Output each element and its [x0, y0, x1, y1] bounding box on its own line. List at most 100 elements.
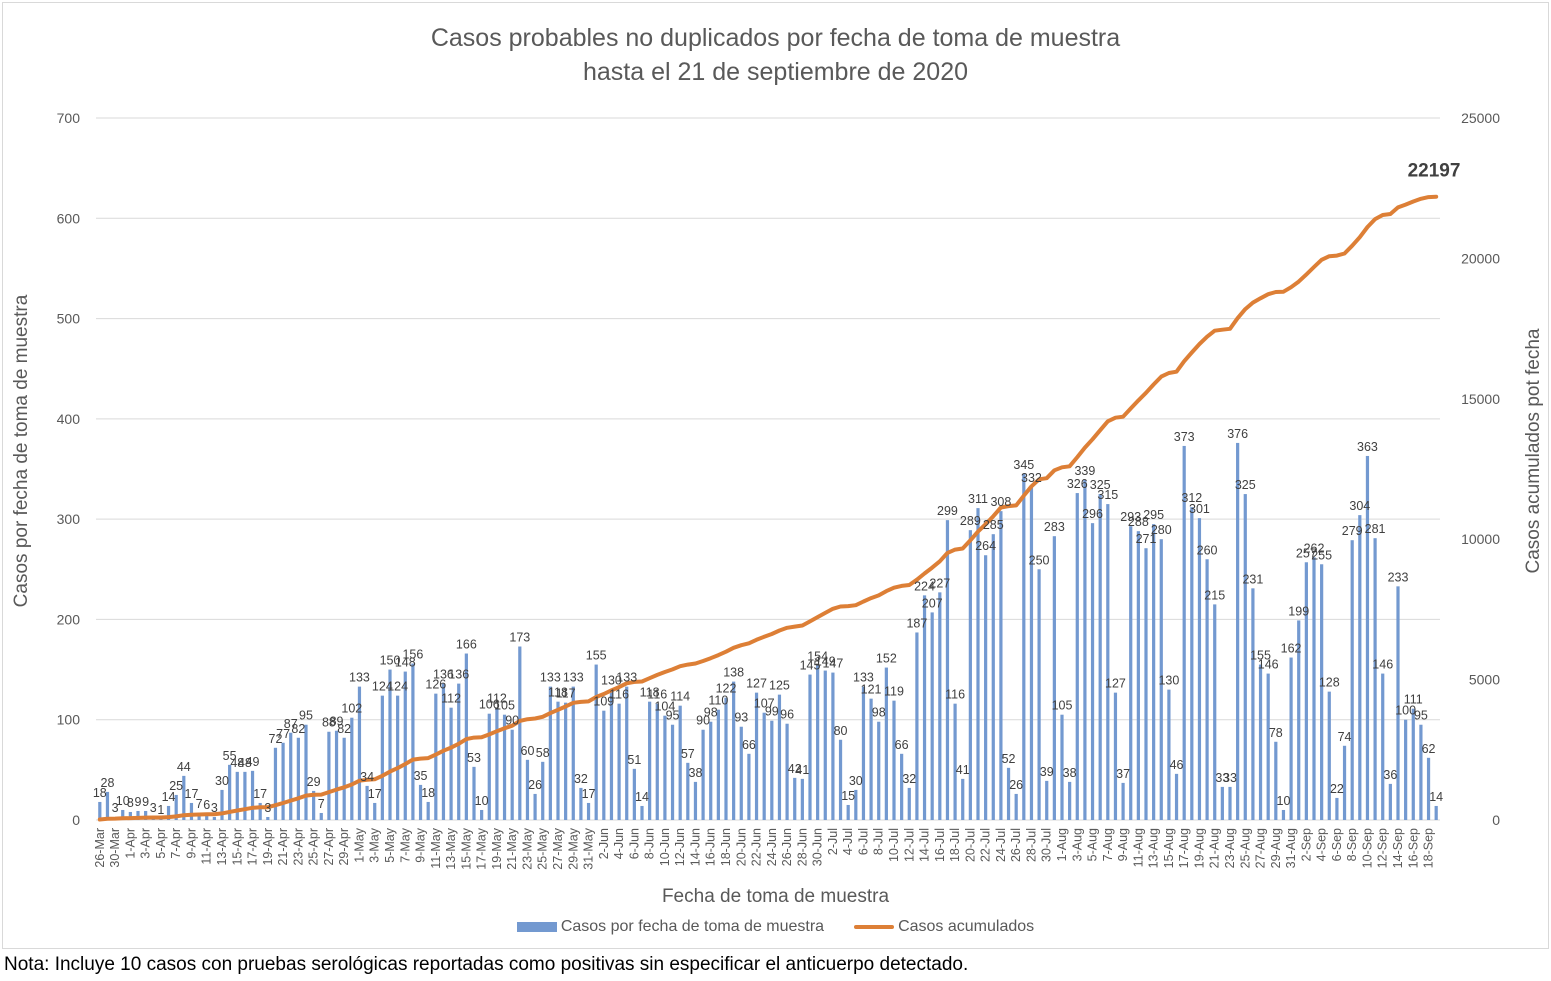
bar: [1327, 691, 1331, 820]
bar: [777, 694, 782, 820]
bar-data-label: 34: [360, 770, 374, 784]
bar-data-label: 17: [253, 787, 267, 801]
bar-data-label: 33: [1223, 771, 1237, 785]
bar-data-label: 116: [647, 688, 667, 702]
bar-data-label: 138: [723, 666, 744, 680]
bar-data-label: 18: [93, 786, 107, 800]
bar-data-label: 38: [1063, 766, 1077, 780]
x-tick-label: 25-Aug: [1238, 828, 1252, 868]
legend-bar-label: Casos por fecha de toma de muestra: [560, 918, 825, 935]
bar: [1144, 548, 1148, 820]
x-tick-label: 2-Jun: [597, 828, 611, 859]
bar: [1113, 692, 1118, 820]
x-tick-label: 31-May: [582, 827, 596, 869]
bar-data-label: 105: [1052, 699, 1073, 713]
bar: [434, 693, 438, 820]
bar: [449, 707, 453, 820]
bar: [1136, 531, 1140, 820]
x-tick-label: 29-Apr: [337, 828, 351, 866]
bar-data-label: 107: [754, 697, 775, 711]
bar: [1106, 504, 1110, 820]
x-tick-label: 31-Aug: [1284, 828, 1298, 868]
x-tick-label: 21-Aug: [1208, 828, 1222, 868]
bar-data-label: 14: [1429, 790, 1443, 804]
bar-data-label: 152: [876, 652, 897, 666]
bar: [312, 790, 316, 820]
bar: [1129, 526, 1133, 820]
bar-data-label: 17: [368, 787, 382, 801]
right-tick-label: 20000: [1461, 250, 1500, 266]
x-tick-label: 1-Apr: [123, 828, 137, 859]
bar: [556, 701, 560, 820]
bar: [1037, 569, 1041, 820]
bar-data-label: 133: [853, 671, 874, 685]
bar: [1182, 445, 1186, 820]
bar: [1243, 494, 1247, 820]
x-tick-label: 4-Jun: [612, 828, 626, 859]
bar: [564, 702, 568, 820]
bar: [1045, 780, 1049, 820]
bar-data-label: 3: [112, 801, 119, 815]
bar-data-label: 166: [456, 638, 477, 652]
bar: [686, 762, 690, 820]
bar-data-label: 148: [395, 656, 416, 670]
bar: [1342, 745, 1347, 820]
bar-data-label: 145: [800, 659, 821, 673]
bar: [1396, 586, 1400, 820]
bar-data-label: 74: [1338, 730, 1352, 744]
bar-data-label: 32: [902, 772, 916, 786]
x-tick-label: 25-May: [536, 827, 550, 869]
bar: [999, 511, 1003, 820]
bar-data-label: 35: [414, 769, 428, 783]
x-tick-label: 23-May: [520, 827, 534, 869]
x-tick-label: 29-Aug: [1269, 828, 1283, 868]
bar: [1159, 539, 1163, 820]
bar-data-label: 78: [1269, 726, 1283, 740]
bar-data-label: 99: [765, 705, 779, 719]
bar-data-label: 308: [990, 495, 1011, 509]
bar: [502, 714, 507, 820]
bar: [1205, 559, 1209, 820]
bar: [266, 816, 270, 820]
x-tick-label: 15-Apr: [230, 828, 244, 866]
bar-data-label: 22: [1330, 782, 1344, 796]
bar-data-label: 98: [704, 706, 718, 720]
bar-data-label: 48: [230, 756, 244, 770]
bar: [1350, 540, 1354, 820]
bar: [724, 697, 728, 820]
bar-data-label: 15: [841, 789, 855, 803]
bar: [396, 695, 400, 820]
x-tick-label: 13-Aug: [1147, 828, 1161, 868]
x-tick-label: 10-Sep: [1360, 828, 1374, 868]
x-tick-label: 20-Jul: [963, 828, 977, 862]
x-tick-label: 30-Jun: [811, 828, 825, 866]
bar: [770, 720, 774, 820]
bar-data-label: 104: [654, 700, 675, 714]
bar: [663, 715, 667, 820]
bar: [1304, 562, 1308, 820]
bar-data-label: 38: [689, 766, 703, 780]
x-tick-label: 4-Sep: [1315, 828, 1329, 861]
bar-data-label: 111: [1404, 693, 1423, 707]
left-tick-label: 200: [57, 611, 81, 627]
bar: [1197, 518, 1202, 820]
bar: [457, 683, 461, 820]
bar-data-label: 146: [1258, 658, 1279, 672]
bar: [739, 726, 743, 820]
bar-data-label: 72: [269, 732, 283, 746]
bar: [732, 681, 736, 820]
x-tick-label: 13-Apr: [215, 828, 229, 866]
bar-data-label: 281: [1365, 522, 1386, 536]
bar-data-label: 312: [1181, 491, 1202, 505]
x-tick-label: 22-Jun: [750, 828, 764, 866]
bar-data-label: 116: [609, 688, 629, 702]
bar-data-label: 51: [627, 753, 641, 767]
bar-data-label: 90: [505, 714, 519, 728]
bar: [640, 805, 644, 820]
x-tick-label: 15-May: [459, 827, 473, 869]
bar-data-label: 325: [1235, 478, 1256, 492]
x-tick-label: 15-Aug: [1162, 828, 1176, 868]
bar-data-label: 118: [640, 686, 660, 700]
bar: [1320, 564, 1324, 820]
